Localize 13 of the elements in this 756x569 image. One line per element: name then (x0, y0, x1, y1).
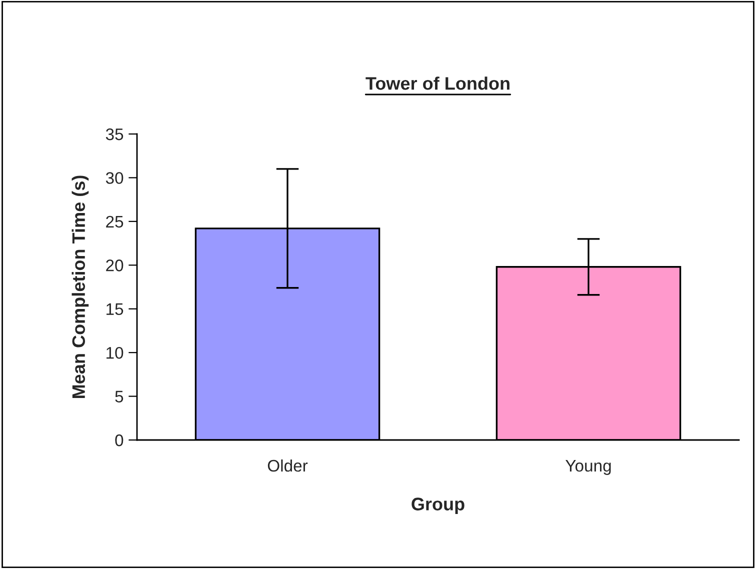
x-tick-label: Young (566, 460, 611, 475)
y-tick-label: 25 (106, 216, 124, 228)
x-tick-label: Older (268, 459, 308, 472)
x-axis-title: Group (412, 498, 464, 514)
y-tick-label: 30 (106, 172, 124, 184)
y-tick-label: 15 (106, 303, 124, 316)
chart-title: Tower of London (366, 76, 510, 90)
y-tick-label: 20 (106, 260, 124, 272)
y-tick-label: 10 (106, 346, 124, 359)
y-tick-label: 35 (106, 128, 124, 140)
y-axis-title: Mean Completion Time (s) (72, 176, 89, 398)
y-tick-label: 5 (115, 390, 124, 402)
y-tick-label: 0 (115, 434, 124, 446)
